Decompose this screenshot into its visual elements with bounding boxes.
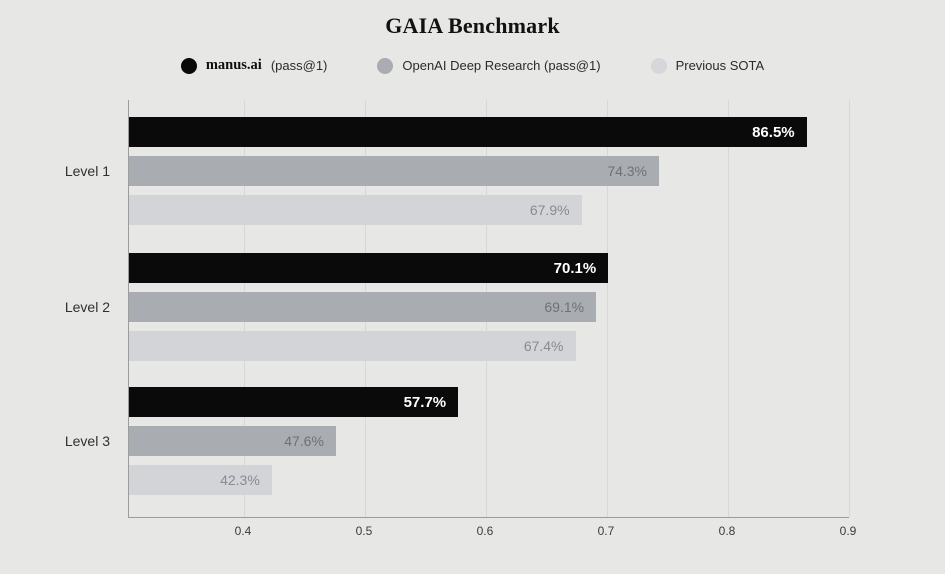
- x-tick-label: 0.8: [718, 524, 736, 538]
- x-tick-label: 0.9: [839, 524, 857, 538]
- x-tick-label: 0.4: [234, 524, 252, 538]
- bar: 57.7%: [129, 387, 459, 417]
- category-label: Level 2: [64, 299, 110, 315]
- bar: 67.4%: [129, 331, 576, 361]
- legend-dot-icon: [377, 57, 394, 74]
- bar-value-label: 67.4%: [523, 338, 564, 354]
- value-axis: 0.4 0.5 0.6 0.7 0.8 0.9: [128, 523, 857, 543]
- legend-item: Previous SOTA: [650, 57, 765, 74]
- bar-value-label: 42.3%: [220, 472, 260, 488]
- bar-value-label: 67.9%: [529, 202, 570, 218]
- chart-title: GAIA Benchmark: [385, 13, 560, 38]
- bar-value-label: 74.3%: [607, 163, 648, 179]
- legend-label: (pass@1): [270, 58, 328, 73]
- category-label: Level 3: [64, 433, 110, 449]
- bar: 42.3%: [129, 465, 272, 495]
- legend-dot-icon: [180, 57, 197, 74]
- bar: 67.9%: [129, 195, 582, 225]
- bar: 74.3%: [129, 156, 660, 186]
- bar: 69.1%: [129, 292, 597, 322]
- legend-item: OpenAI Deep Research (pass@1): [377, 57, 601, 74]
- gridline: [727, 100, 729, 517]
- category-label: Level 1: [64, 163, 110, 179]
- bar: 70.1%: [129, 253, 609, 283]
- category-axis: Level 1 Level 2 Level 3: [0, 100, 110, 517]
- bar: 47.6%: [129, 426, 336, 456]
- bar: 86.5%: [129, 117, 807, 147]
- legend-label: OpenAI Deep Research (pass@1): [402, 58, 601, 73]
- legend-label-serif: manus.ai: [205, 57, 262, 73]
- bar-value-label: 69.1%: [544, 299, 585, 315]
- x-tick-label: 0.6: [476, 524, 494, 538]
- chart-legend: manus.ai (pass@1) OpenAI Deep Research (pa…: [0, 57, 945, 74]
- gridline: [849, 100, 850, 517]
- legend-item: manus.ai (pass@1): [180, 57, 328, 74]
- bar-value-label: 86.5%: [752, 123, 795, 141]
- legend-label: Previous SOTA: [675, 58, 765, 73]
- plot-area: 86.5% 70.1% 57.7% 74.3% 69.1% 47.6% 67.9% 67.4%…: [128, 100, 850, 518]
- gridline: [606, 100, 608, 517]
- x-tick-label: 0.5: [355, 524, 373, 538]
- legend-dot-icon: [650, 57, 667, 74]
- bar-value-label: 47.6%: [284, 433, 324, 449]
- x-tick-label: 0.7: [597, 524, 615, 538]
- bar-value-label: 57.7%: [403, 393, 447, 411]
- bar-value-label: 70.1%: [553, 259, 597, 277]
